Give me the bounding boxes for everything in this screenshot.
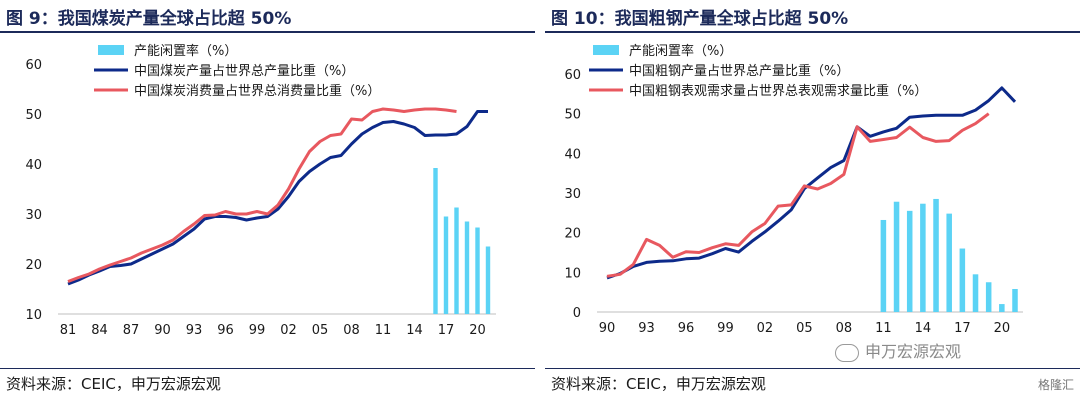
x-tick-label: 08 [343,323,360,338]
wechat-icon [835,343,859,362]
legend-label: 中国煤炭消费量占世界总消费量比重（%） [134,83,380,99]
y-tick-label: 40 [25,158,42,173]
legend-swatch-bar [98,45,124,55]
right-chart-title: 图 10：我国粗钢产量全球占比超 50% [551,9,849,29]
x-tick-label: 90 [154,323,171,338]
left-title-rule [0,31,535,33]
x-tick-label: 20 [994,321,1011,336]
series-line-production [67,110,488,286]
x-tick-label: 14 [406,323,423,338]
x-tick-label: 14 [915,321,932,336]
right-title-rule [545,31,1080,33]
bar-idle-capacity [959,248,966,312]
legend-swatch-bar [593,45,619,55]
x-tick-label: 20 [469,323,486,338]
right-panel: 图 10：我国粗钢产量全球占比超 50% 0 10 20 30 40 50 60 90 93 96… [545,0,1080,400]
y-tick-label: 50 [564,108,581,123]
bar-idle-capacity [443,216,449,314]
series-line-production [606,86,1017,280]
left-source-rule [0,368,535,369]
y-tick-label: 20 [564,227,581,242]
y-tick-label: 50 [25,108,42,123]
series-line-consumption [606,112,990,278]
bar-idle-capacity [893,201,900,312]
y-tick-label: 30 [564,187,581,202]
bar-idle-capacity [933,198,939,312]
legend-label: 中国粗钢产量占世界总产量比重（%） [629,63,849,79]
x-tick-label: 96 [217,323,234,338]
x-tick-label: 99 [717,321,734,336]
legend-label: 产能闲置率（%） [629,43,732,59]
y-tick-label: 0 [573,306,581,321]
x-tick-label: 02 [280,323,297,338]
bar-idle-capacity [880,219,887,312]
bar-idle-capacity [906,210,913,312]
x-tick-label: 99 [249,323,266,338]
bar-idle-capacity [475,227,480,314]
y-tick-label: 60 [564,68,581,83]
bar-idle-capacity [454,207,459,314]
right-source-note: 资料来源：CEIC，申万宏源宏观 [551,375,766,393]
y-tick-label: 20 [25,258,42,273]
bar-idle-capacity [985,282,992,312]
legend-label: 产能闲置率（%） [134,43,237,59]
x-tick-label: 11 [375,323,392,338]
bar-idle-capacity [433,168,438,314]
x-tick-label: 17 [954,321,971,336]
x-tick-label: 84 [91,323,108,338]
bar-idle-capacity [999,304,1005,312]
y-tick-label: 10 [25,308,42,323]
y-tick-label: 30 [25,208,42,223]
x-tick-label: 90 [599,321,616,336]
bar-idle-capacity [485,246,491,314]
bar-idle-capacity [464,221,470,314]
x-tick-label: 93 [638,321,655,336]
x-tick-label: 17 [438,323,455,338]
y-tick-label: 40 [564,147,581,162]
y-tick-label: 60 [25,58,42,73]
bar-idle-capacity [1012,288,1018,312]
y-tick-label: 10 [564,266,581,281]
brand-watermark: 格隆汇 [1037,378,1074,392]
coal-share-chart: 10 20 30 40 50 60 81 84 87 90 93 96 99 02 05 08 11 14 17 20… [25,43,496,338]
legend-label: 中国煤炭产量占世界总产量比重（%） [134,63,354,79]
right-source-rule [545,368,1080,369]
bar-idle-capacity [920,203,926,312]
left-chart-title: 图 9：我国煤炭产量全球占比超 50% [6,9,292,29]
x-tick-label: 05 [796,321,813,336]
x-tick-label: 93 [186,323,203,338]
left-source-note: 资料来源：CEIC，申万宏源宏观 [6,375,221,393]
x-tick-label: 05 [312,323,329,338]
x-tick-label: 02 [757,321,774,336]
watermark-text: 申万宏源宏观 [865,342,962,361]
x-tick-label: 11 [875,321,892,336]
bar-idle-capacity [972,274,979,312]
x-tick-label: 96 [678,321,695,336]
series-line-consumption [67,107,457,283]
steel-share-chart: 0 10 20 30 40 50 60 90 93 96 99 02 05 08 11 14 17 20 产能闲置率… [564,43,1023,336]
bar-idle-capacity [946,213,952,312]
legend-label: 中国粗钢表观需求量占世界总表观需求量比重（%） [629,83,927,99]
x-tick-label: 81 [60,323,77,338]
x-tick-label: 08 [836,321,853,336]
wechat-watermark: 申万宏源宏观 [835,338,961,362]
x-tick-label: 87 [123,323,140,338]
left-panel: 图 9：我国煤炭产量全球占比超 50% 10 20 30 40 50 60 81 84 87 90… [0,0,535,400]
